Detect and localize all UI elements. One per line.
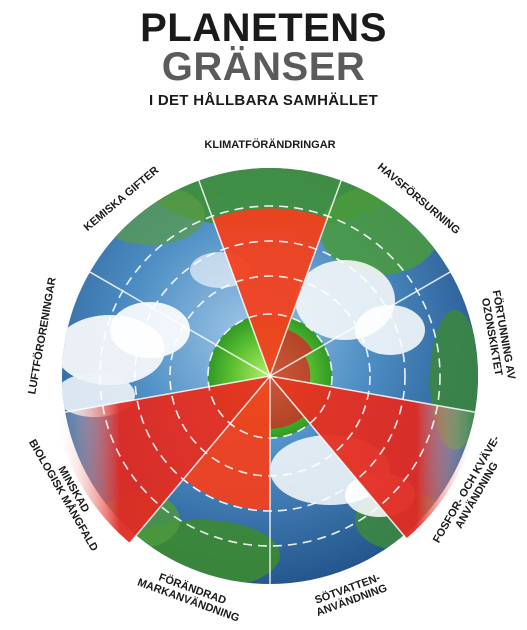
wedge-biologisk (55, 376, 271, 543)
wedge-sotvatten (270, 376, 304, 429)
divider-biologisk (108, 375, 271, 568)
divider-sotvatten (269, 375, 432, 568)
wedge-mark (183, 376, 270, 510)
subtitle: I DET HÅLLBARA SAMHÄLLET (148, 92, 379, 109)
boundary-wedges (55, 208, 479, 543)
divider-luft (23, 375, 271, 421)
divider-klimat (183, 140, 271, 377)
title-line-2: GRÄNSER (161, 45, 366, 89)
wedge-hav (270, 329, 313, 376)
divider-fosfor (269, 375, 517, 421)
wedge-ozon (270, 355, 311, 383)
divider-kemiska (53, 250, 271, 377)
title-line-1: PLANETENS (140, 6, 387, 50)
label-klimat-line-0: KLIMATFÖRÄNDRINGAR (204, 138, 335, 151)
label-luft-line-0: LUFTFÖRORENINGAR (25, 276, 58, 395)
label-klimat: KLIMATFÖRÄNDRINGAR (204, 138, 335, 151)
label-luft: LUFTFÖRORENINGAR (25, 276, 58, 395)
divider-hav (269, 140, 357, 377)
wedge-klimat (212, 208, 328, 376)
wedge-fosfor (270, 376, 479, 539)
divider-ozon (269, 250, 487, 377)
sector-dividers (23, 140, 517, 626)
